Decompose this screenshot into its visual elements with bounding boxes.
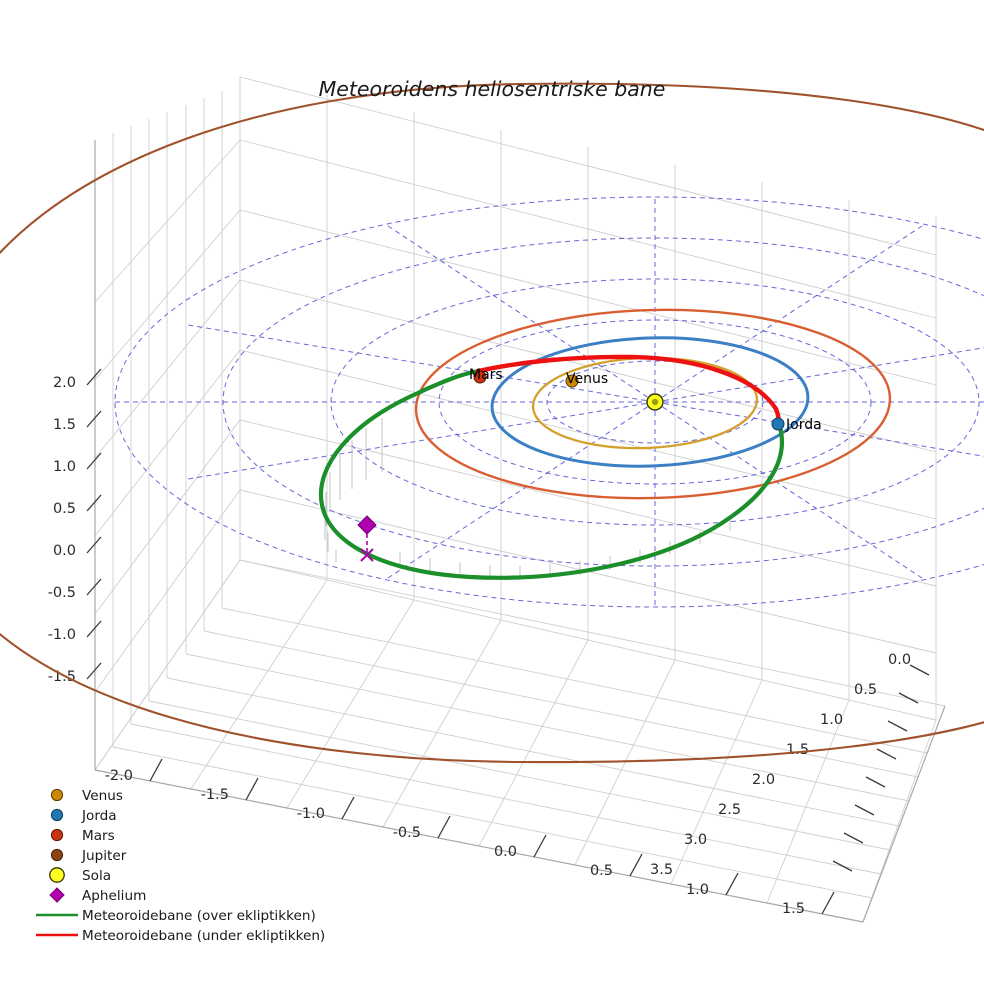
y-tick-label: 0.5 [854, 682, 877, 698]
z-tick-label: 1.5 [53, 417, 76, 433]
legend-item-jupiter[interactable]: Jupiter [50, 848, 127, 864]
y-tick-label: 2.0 [752, 772, 775, 788]
page-title: Meteoroidens heliosentriske bane [319, 77, 666, 101]
aphelium-marker-group [357, 515, 377, 562]
legend-marker-circle-icon [49, 867, 65, 883]
label-venus: Venus [566, 371, 608, 387]
legend-label: Meteoroidebane (under ekliptikken) [82, 928, 325, 944]
x-tick-label: 1.0 [686, 882, 709, 898]
y-tick-label: 1.5 [786, 742, 809, 758]
polar-grid [114, 196, 984, 608]
x-tick-label: 1.5 [782, 901, 805, 917]
legend-item-venus[interactable]: Venus [50, 788, 123, 804]
label-mars: Mars [469, 367, 503, 383]
x-tick-label: -1.5 [201, 787, 229, 803]
legend-label: Meteoroidebane (over ekliptikken) [82, 908, 316, 924]
mars-marker [473, 370, 487, 384]
body-text-labels: Mars Venus Jorda [469, 367, 822, 433]
legend-item-aphelium[interactable]: Aphelium [49, 887, 146, 904]
y-tick-label: 3.0 [684, 832, 707, 848]
label-jorda: Jorda [785, 417, 822, 433]
sola-core [651, 398, 659, 406]
polar-spokes [115, 197, 984, 607]
venus-orbit [531, 356, 759, 450]
left-wall-grid [94, 77, 241, 771]
z-tick-label: 2.0 [53, 375, 76, 391]
legend-label: Mars [82, 828, 115, 844]
meteoroid-orbit [318, 354, 785, 580]
legend-label: Venus [82, 788, 123, 804]
x-tick-label: 0.5 [590, 863, 613, 879]
x-tick-label: -1.0 [297, 806, 325, 822]
z-tick-label: 0.5 [53, 501, 76, 517]
legend-item-mars[interactable]: Mars [50, 828, 115, 844]
x-tick-label: -0.5 [393, 825, 421, 841]
mars-orbit [414, 308, 892, 500]
legend: Venus Jorda Mars Jupiter Sola Aphelium [36, 788, 325, 944]
z-tick-label: -1.5 [48, 669, 76, 685]
y-tick-label: 0.0 [888, 652, 911, 668]
y-tick-label: 1.0 [820, 712, 843, 728]
legend-item-sola[interactable]: Sola [49, 867, 111, 884]
y-tick-label: 2.5 [718, 802, 741, 818]
jorda-marker [771, 417, 785, 431]
legend-item-jorda[interactable]: Jorda [50, 808, 117, 824]
legend-marker-circle-icon [50, 828, 64, 842]
meteoroid-orbit-under [475, 354, 782, 427]
axes-pane-grid [94, 76, 946, 923]
floor-grid [94, 559, 946, 923]
legend-item-meteoroid-over[interactable]: Meteoroidebane (over ekliptikken) [36, 908, 316, 924]
meteoroid-orbit-over [318, 368, 785, 580]
z-tick-label: -1.0 [48, 627, 76, 643]
legend-label: Aphelium [82, 888, 146, 904]
z-tick-label: 1.0 [53, 459, 76, 475]
y-tick-label: 3.5 [650, 862, 673, 878]
venus-marker [565, 374, 579, 388]
legend-label: Jupiter [81, 848, 127, 864]
legend-marker-circle-icon [50, 848, 64, 862]
z-tick-label: -0.5 [48, 585, 76, 601]
x-tick-label: -2.0 [105, 768, 133, 784]
axis-spines [94, 140, 946, 923]
right-wall-grid [239, 76, 937, 721]
legend-marker-circle-icon [50, 808, 64, 822]
legend-label: Jorda [81, 808, 117, 824]
legend-item-meteoroid-under[interactable]: Meteoroidebane (under ekliptikken) [36, 928, 325, 944]
legend-label: Sola [82, 868, 111, 884]
jorda-orbit [490, 336, 810, 468]
x-tick-label: 0.0 [494, 844, 517, 860]
x-axis: -2.0 -1.5 -1.0 -0.5 0.0 0.5 1.0 1.5 [105, 758, 835, 917]
jupiter-orbit [0, 82, 984, 764]
aphelium-diamond-marker [357, 515, 377, 535]
z-tick-label: 0.0 [53, 543, 76, 559]
legend-marker-circle-icon [50, 788, 64, 802]
z-axis: 2.0 1.5 1.0 0.5 0.0 -0.5 -1.0 -1.5 [48, 368, 102, 685]
y-axis: 0.0 0.5 1.0 1.5 2.0 2.5 3.0 3.5 [650, 652, 930, 878]
legend-marker-diamond-icon [49, 887, 65, 903]
body-markers [473, 370, 785, 431]
